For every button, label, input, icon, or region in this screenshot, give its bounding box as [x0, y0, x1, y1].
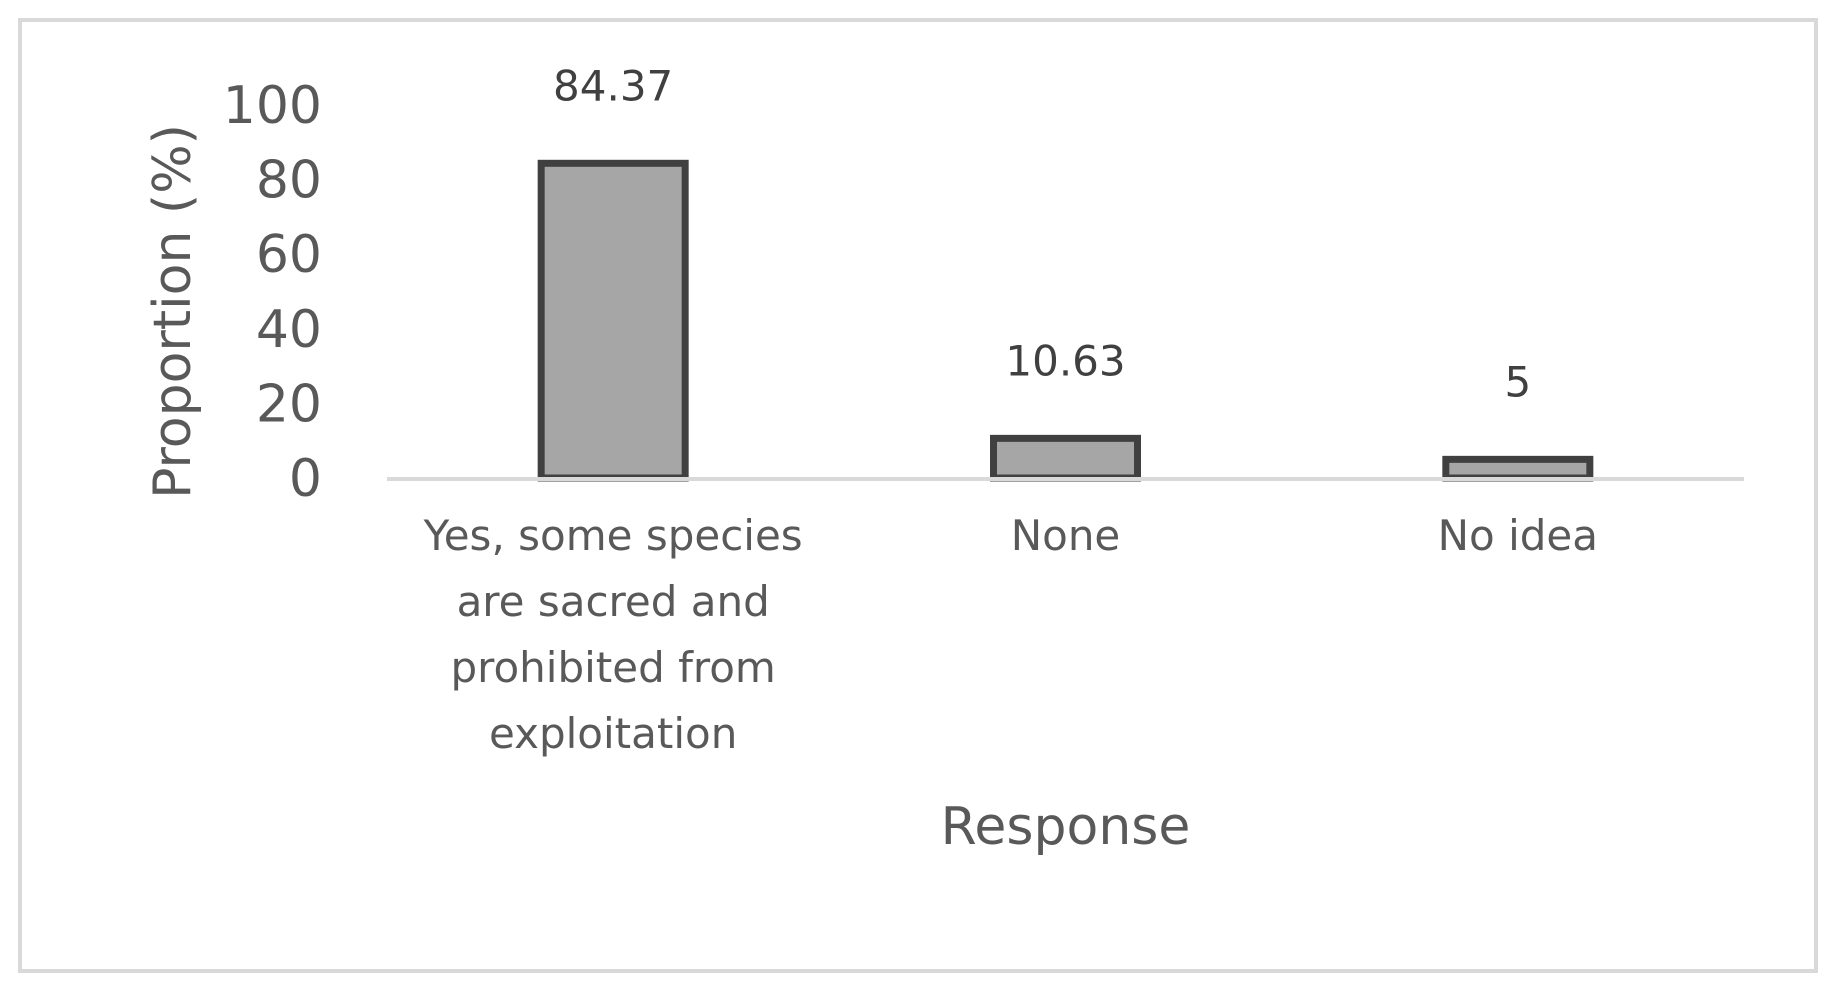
x-category-label: Yes, some species	[423, 511, 803, 560]
y-tick-label: 100	[223, 76, 322, 136]
bar-chart: 0 20 40 60 80 100 Proportion (%) 84.37 Yes, some…	[143, 61, 1744, 857]
x-category-label: prohibited from	[450, 643, 775, 692]
bar	[1442, 455, 1594, 482]
data-label: 10.63	[1005, 336, 1125, 385]
y-tick-label: 80	[256, 151, 322, 211]
x-axis-title: Response	[941, 797, 1191, 857]
x-category-label: No idea	[1438, 511, 1598, 560]
y-tick-label: 40	[256, 300, 322, 360]
bar	[990, 434, 1141, 482]
x-category-label: None	[1011, 511, 1121, 560]
y-tick-label: 60	[256, 225, 322, 285]
chart-frame: 0 20 40 60 80 100 Proportion (%) 84.37 Yes, some…	[18, 18, 1818, 973]
y-tick-label: 0	[289, 449, 322, 509]
x-category-label: are sacred and	[457, 577, 770, 626]
bar	[537, 159, 689, 482]
x-category-label: exploitation	[489, 709, 737, 758]
data-label: 84.37	[553, 61, 673, 110]
y-axis-title: Proportion (%)	[143, 124, 203, 499]
data-label: 5	[1504, 357, 1531, 406]
y-tick-label: 20	[256, 374, 322, 434]
